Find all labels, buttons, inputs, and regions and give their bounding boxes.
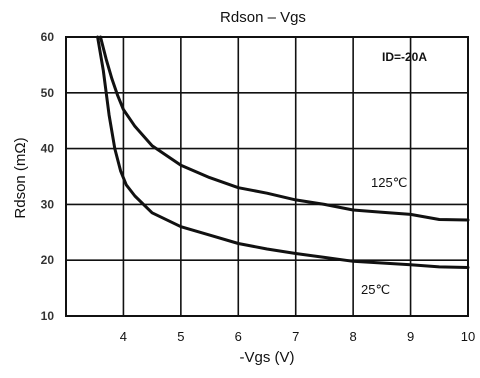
plot-frame: [65, 36, 469, 317]
x-tick-label-4: 4: [120, 329, 127, 344]
y-tick-label-30: 30: [41, 197, 55, 211]
series-line-0: [99, 35, 470, 222]
y-tick-label-10: 10: [41, 309, 55, 323]
chart-title: Rdson – Vgs: [220, 9, 306, 26]
x-tick-label-7: 7: [292, 329, 299, 344]
x-tick-label-8: 8: [350, 329, 357, 344]
annotation-current: ID=-20A: [382, 50, 427, 64]
series-label-25c: 25℃: [361, 282, 390, 297]
x-tick-label-5: 5: [177, 329, 184, 344]
x-tick-label-10: 10: [461, 329, 475, 344]
x-axis-label: -Vgs (V): [239, 349, 294, 366]
series-layer: [96, 35, 470, 269]
grid-layer: [66, 37, 468, 316]
y-tick-label-20: 20: [41, 253, 55, 267]
y-axis-label: Rdson (mΩ): [12, 137, 29, 218]
y-tick-label-40: 40: [41, 142, 55, 156]
y-tick-label-50: 50: [41, 86, 55, 100]
x-tick-label-9: 9: [407, 329, 414, 344]
y-tick-label-60: 60: [41, 30, 55, 44]
series-label-125c: 125℃: [371, 175, 407, 190]
x-tick-label-6: 6: [235, 329, 242, 344]
tick-labels: 4 5 6 7 8 9 10 10 20 30 40 50 60: [41, 30, 476, 344]
series-line-1: [96, 35, 470, 269]
